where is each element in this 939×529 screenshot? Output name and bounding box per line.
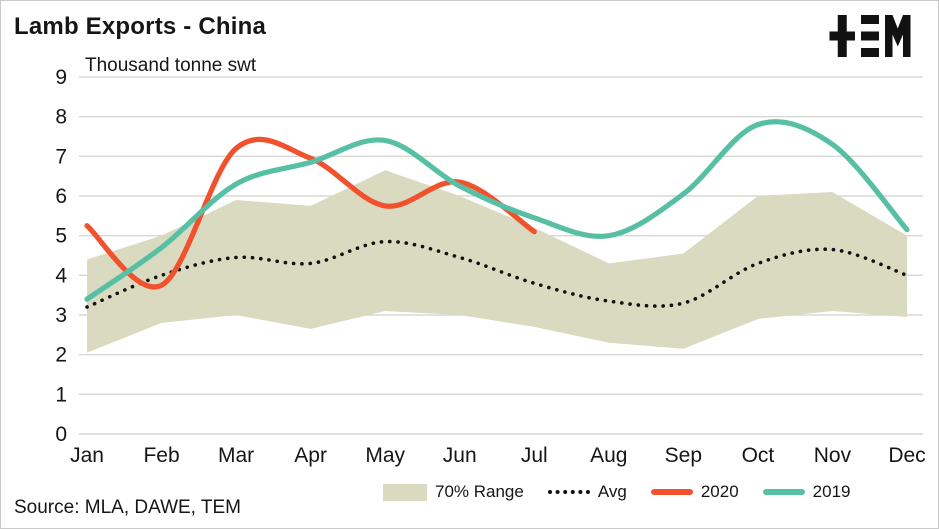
svg-text:Jan: Jan: [70, 444, 104, 467]
svg-text:Aug: Aug: [590, 444, 627, 467]
line-2020-swatch-icon: [650, 489, 693, 495]
svg-text:7: 7: [55, 145, 67, 168]
svg-text:5: 5: [55, 225, 67, 248]
svg-text:Sep: Sep: [665, 444, 702, 467]
svg-text:0: 0: [55, 423, 67, 446]
legend-label-2020: 2020: [700, 482, 739, 501]
legend-label-avg: Avg: [597, 482, 627, 501]
tem-logo-bar-bottom: [861, 48, 879, 57]
svg-text:Feb: Feb: [143, 444, 179, 467]
legend-label-range: 70% Range: [435, 482, 524, 501]
chart-legend: 70% Range Avg 2020 2019: [383, 482, 865, 502]
page-title: Lamb Exports - China: [14, 13, 267, 40]
tem-logo-plus-arm: [829, 31, 855, 41]
legend-item-2019: 2019: [762, 482, 851, 502]
svg-text:Apr: Apr: [294, 444, 327, 467]
tem-logo-m: [885, 15, 911, 57]
svg-text:Oct: Oct: [742, 444, 775, 467]
svg-text:3: 3: [55, 304, 67, 327]
range-band-swatch-icon: [383, 483, 427, 501]
legend-label-2019: 2019: [812, 482, 851, 501]
svg-text:2: 2: [55, 344, 67, 367]
legend-item-range: 70% Range: [383, 482, 524, 502]
chart-subtitle: Thousand tonne swt: [85, 55, 257, 76]
svg-text:Mar: Mar: [218, 444, 254, 467]
tem-logo-bar-mid: [861, 31, 879, 41]
tem-logo-icon: [829, 15, 911, 57]
line-2019-swatch-icon: [762, 489, 805, 495]
legend-item-avg: Avg: [547, 482, 627, 502]
avg-dotted-line-swatch-icon: [547, 490, 590, 494]
svg-text:Dec: Dec: [888, 444, 925, 467]
svg-text:Jun: Jun: [443, 444, 477, 467]
svg-text:Nov: Nov: [814, 444, 852, 467]
svg-text:May: May: [365, 444, 405, 467]
svg-text:1: 1: [55, 383, 67, 406]
svg-text:8: 8: [55, 106, 67, 129]
legend-item-2020: 2020: [650, 482, 739, 502]
source-text: Source: MLA, DAWE, TEM: [14, 497, 241, 518]
lamb-exports-chart: 0 1 2 3 4 5 6 7 8 9 Jan Feb Mar Apr May Jun Jul Aug Sep Oct…: [55, 66, 925, 467]
svg-text:6: 6: [55, 185, 67, 208]
svg-text:4: 4: [55, 264, 67, 287]
tem-logo-bar-top: [861, 15, 879, 24]
svg-text:Jul: Jul: [521, 444, 548, 467]
svg-text:9: 9: [55, 66, 67, 89]
